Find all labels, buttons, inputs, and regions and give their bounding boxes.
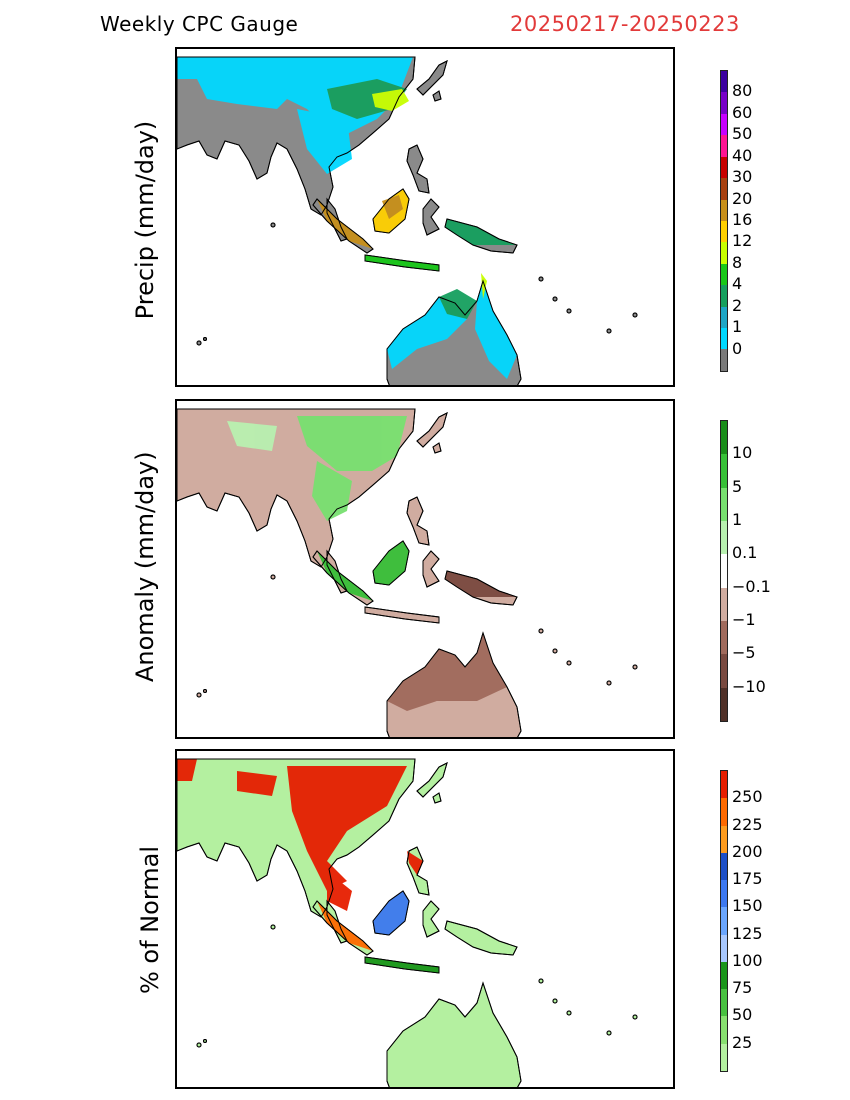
- colorbar-swatch: [721, 328, 727, 350]
- colorbar-tick-label: 0.1: [732, 543, 758, 563]
- colorbar-swatch: [721, 454, 727, 488]
- colorbar-tick-label: −10: [732, 676, 766, 696]
- colorbar-tick-label: 0: [732, 338, 743, 358]
- date-range: 20250217-20250223: [510, 12, 740, 36]
- colorbar-tick-label: 100: [732, 950, 763, 970]
- colorbar-swatch: [721, 178, 727, 200]
- colorbar-tick-label: 40: [732, 145, 753, 165]
- colorbar-tick-label: 4: [732, 274, 743, 294]
- colorbar-swatch: [721, 687, 727, 721]
- colorbar-swatch: [721, 199, 727, 221]
- colorbar-swatch: [721, 306, 727, 329]
- pct-normal-map: [175, 749, 675, 1089]
- colorbar-tick-label: 75: [732, 978, 753, 998]
- precip-map: [175, 47, 675, 387]
- colorbar-tick-label: −0.1: [732, 576, 771, 596]
- colorbar-tick-label: 175: [732, 869, 763, 889]
- colorbar-tick-label: 150: [732, 896, 763, 916]
- colorbar-swatch: [721, 263, 727, 286]
- colorbar-tick-label: 12: [732, 231, 753, 251]
- colorbar-tick-label: 30: [732, 167, 753, 187]
- colorbar-swatch: [721, 487, 727, 521]
- colorbar-tick-label: 2: [732, 295, 743, 315]
- colorbar-swatch: [721, 934, 727, 962]
- colorbar-swatch: [721, 798, 727, 826]
- pct-normal-axis-label: % of Normal: [136, 845, 164, 995]
- colorbar-swatch: [721, 554, 727, 588]
- colorbar-tick-label: 5: [732, 476, 743, 496]
- colorbar-tick-label: 200: [732, 841, 763, 861]
- colorbar-swatch: [721, 961, 727, 990]
- pct-normal-colorbar: [720, 770, 728, 1072]
- colorbar-tick-label: 50: [732, 1005, 753, 1025]
- colorbar-tick-label: 1: [732, 317, 743, 337]
- colorbar-swatch: [721, 1043, 727, 1071]
- colorbar-swatch: [721, 156, 727, 179]
- colorbar-swatch: [721, 242, 727, 264]
- colorbar-tick-label: 10: [732, 443, 753, 463]
- colorbar-swatch: [721, 71, 727, 93]
- colorbar-swatch: [721, 654, 727, 688]
- chart-title: Weekly CPC Gauge: [100, 12, 299, 36]
- colorbar-tick-label: 80: [732, 81, 753, 101]
- colorbar-tick-label: 250: [732, 787, 763, 807]
- colorbar-tick-label: −5: [732, 643, 756, 663]
- colorbar-tick-label: −1: [732, 610, 756, 629]
- colorbar-tick-label: 25: [732, 1032, 753, 1052]
- colorbar-swatch: [721, 421, 727, 455]
- colorbar-tick-label: 8: [732, 252, 743, 272]
- colorbar-swatch: [721, 620, 727, 655]
- precip-colorbar: [720, 70, 728, 372]
- colorbar-swatch: [721, 771, 727, 799]
- colorbar-tick-label: 60: [732, 102, 753, 122]
- colorbar-swatch: [721, 587, 727, 621]
- colorbar-swatch: [721, 1016, 727, 1044]
- anomaly-colorbar: [720, 420, 728, 722]
- colorbar-tick-label: 225: [732, 814, 763, 834]
- colorbar-tick-label: 16: [732, 210, 753, 229]
- colorbar-swatch: [721, 135, 727, 157]
- colorbar-swatch: [721, 880, 727, 908]
- colorbar-swatch: [721, 92, 727, 114]
- colorbar-tick-label: 125: [732, 923, 763, 943]
- colorbar-swatch: [721, 220, 727, 243]
- colorbar-swatch: [721, 907, 727, 935]
- colorbar-tick-label: 20: [732, 188, 753, 208]
- precip-axis-label: Precip (mm/day): [131, 120, 159, 320]
- colorbar-swatch: [721, 349, 727, 371]
- colorbar-swatch: [721, 825, 727, 853]
- colorbar-swatch: [721, 520, 727, 555]
- colorbar-swatch: [721, 989, 727, 1017]
- colorbar-swatch: [721, 113, 727, 136]
- colorbar-swatch: [721, 852, 727, 881]
- colorbar-swatch: [721, 285, 727, 307]
- colorbar-tick-label: 50: [732, 124, 753, 144]
- anomaly-map: [175, 399, 675, 739]
- anomaly-axis-label: Anomaly (mm/day): [131, 451, 159, 682]
- colorbar-tick-label: 1: [732, 510, 743, 529]
